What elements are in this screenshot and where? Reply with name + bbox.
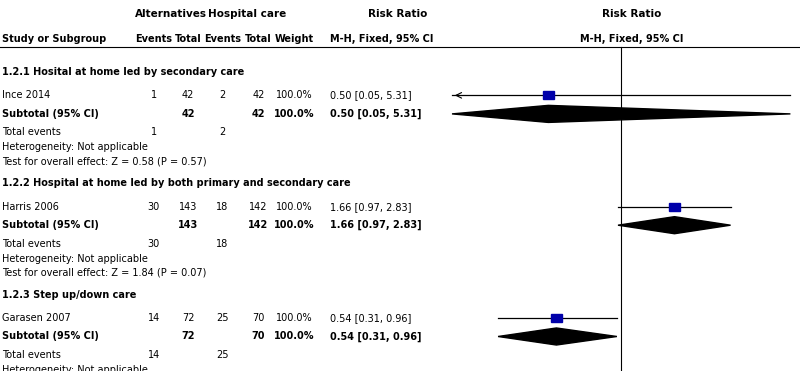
Text: 72: 72 <box>182 332 194 341</box>
Text: Garasen 2007: Garasen 2007 <box>2 313 70 323</box>
Text: 30: 30 <box>147 239 160 249</box>
Text: 100.0%: 100.0% <box>276 313 313 323</box>
Text: 100.0%: 100.0% <box>276 91 313 100</box>
Text: 1.2.1 Hosital at home led by secondary care: 1.2.1 Hosital at home led by secondary c… <box>2 67 244 77</box>
Text: 18: 18 <box>216 202 229 211</box>
Text: 14: 14 <box>147 313 160 323</box>
Bar <box>542 91 554 99</box>
Bar <box>669 203 680 211</box>
Polygon shape <box>618 217 730 234</box>
Text: Total events: Total events <box>2 128 61 137</box>
Text: 143: 143 <box>179 202 197 211</box>
Text: Total events: Total events <box>2 350 61 360</box>
Polygon shape <box>452 105 790 122</box>
Text: 1.2.3 Step up/down care: 1.2.3 Step up/down care <box>2 290 136 299</box>
Bar <box>551 314 562 322</box>
Text: Ince 2014: Ince 2014 <box>2 91 50 100</box>
Text: Harris 2006: Harris 2006 <box>2 202 58 211</box>
Text: Risk Ratio: Risk Ratio <box>368 9 427 19</box>
Text: 0.50 [0.05, 5.31]: 0.50 [0.05, 5.31] <box>330 91 412 100</box>
Text: 42: 42 <box>252 91 265 100</box>
Text: 70: 70 <box>252 332 265 341</box>
Text: 70: 70 <box>252 313 265 323</box>
Text: 1.66 [0.97, 2.83]: 1.66 [0.97, 2.83] <box>330 202 412 211</box>
Text: 30: 30 <box>147 202 160 211</box>
Text: 14: 14 <box>147 350 160 360</box>
Text: 100.0%: 100.0% <box>274 109 314 119</box>
Text: Heterogeneity: Not applicable: Heterogeneity: Not applicable <box>2 365 147 371</box>
Text: Test for overall effect: Z = 1.84 (P = 0.07): Test for overall effect: Z = 1.84 (P = 0… <box>2 268 206 278</box>
Text: Total: Total <box>245 34 272 44</box>
Text: 2: 2 <box>219 128 226 137</box>
Text: Test for overall effect: Z = 0.58 (P = 0.57): Test for overall effect: Z = 0.58 (P = 0… <box>2 157 206 166</box>
Text: Alternatives: Alternatives <box>135 9 207 19</box>
Text: 25: 25 <box>216 350 229 360</box>
Text: 1: 1 <box>150 128 157 137</box>
Text: Hospital care: Hospital care <box>208 9 286 19</box>
Text: 0.50 [0.05, 5.31]: 0.50 [0.05, 5.31] <box>330 109 422 119</box>
Text: 42: 42 <box>252 109 265 119</box>
Text: 143: 143 <box>178 220 198 230</box>
Text: Total: Total <box>174 34 202 44</box>
Text: Subtotal (95% CI): Subtotal (95% CI) <box>2 332 98 341</box>
Polygon shape <box>498 328 617 345</box>
Text: 42: 42 <box>182 109 194 119</box>
Text: Events: Events <box>204 34 241 44</box>
Text: 1.66 [0.97, 2.83]: 1.66 [0.97, 2.83] <box>330 220 422 230</box>
Text: 1.2.2 Hospital at home led by both primary and secondary care: 1.2.2 Hospital at home led by both prima… <box>2 178 350 188</box>
Text: Heterogeneity: Not applicable: Heterogeneity: Not applicable <box>2 254 147 263</box>
Text: M-H, Fixed, 95% CI: M-H, Fixed, 95% CI <box>580 34 684 44</box>
Text: 100.0%: 100.0% <box>274 220 314 230</box>
Text: 0.54 [0.31, 0.96]: 0.54 [0.31, 0.96] <box>330 331 422 342</box>
Text: Heterogeneity: Not applicable: Heterogeneity: Not applicable <box>2 142 147 152</box>
Text: 100.0%: 100.0% <box>274 332 314 341</box>
Text: Subtotal (95% CI): Subtotal (95% CI) <box>2 109 98 119</box>
Text: 100.0%: 100.0% <box>276 202 313 211</box>
Text: 72: 72 <box>182 313 194 323</box>
Text: Subtotal (95% CI): Subtotal (95% CI) <box>2 220 98 230</box>
Text: 142: 142 <box>249 202 268 211</box>
Text: 42: 42 <box>182 91 194 100</box>
Text: Total events: Total events <box>2 239 61 249</box>
Text: 18: 18 <box>216 239 229 249</box>
Text: Study or Subgroup: Study or Subgroup <box>2 34 106 44</box>
Text: Risk Ratio: Risk Ratio <box>602 9 662 19</box>
Text: 0.54 [0.31, 0.96]: 0.54 [0.31, 0.96] <box>330 313 412 323</box>
Text: 1: 1 <box>150 91 157 100</box>
Text: Events: Events <box>135 34 172 44</box>
Text: 2: 2 <box>219 91 226 100</box>
Text: Weight: Weight <box>275 34 314 44</box>
Text: 142: 142 <box>248 220 269 230</box>
Text: M-H, Fixed, 95% CI: M-H, Fixed, 95% CI <box>330 34 434 44</box>
Text: 25: 25 <box>216 313 229 323</box>
